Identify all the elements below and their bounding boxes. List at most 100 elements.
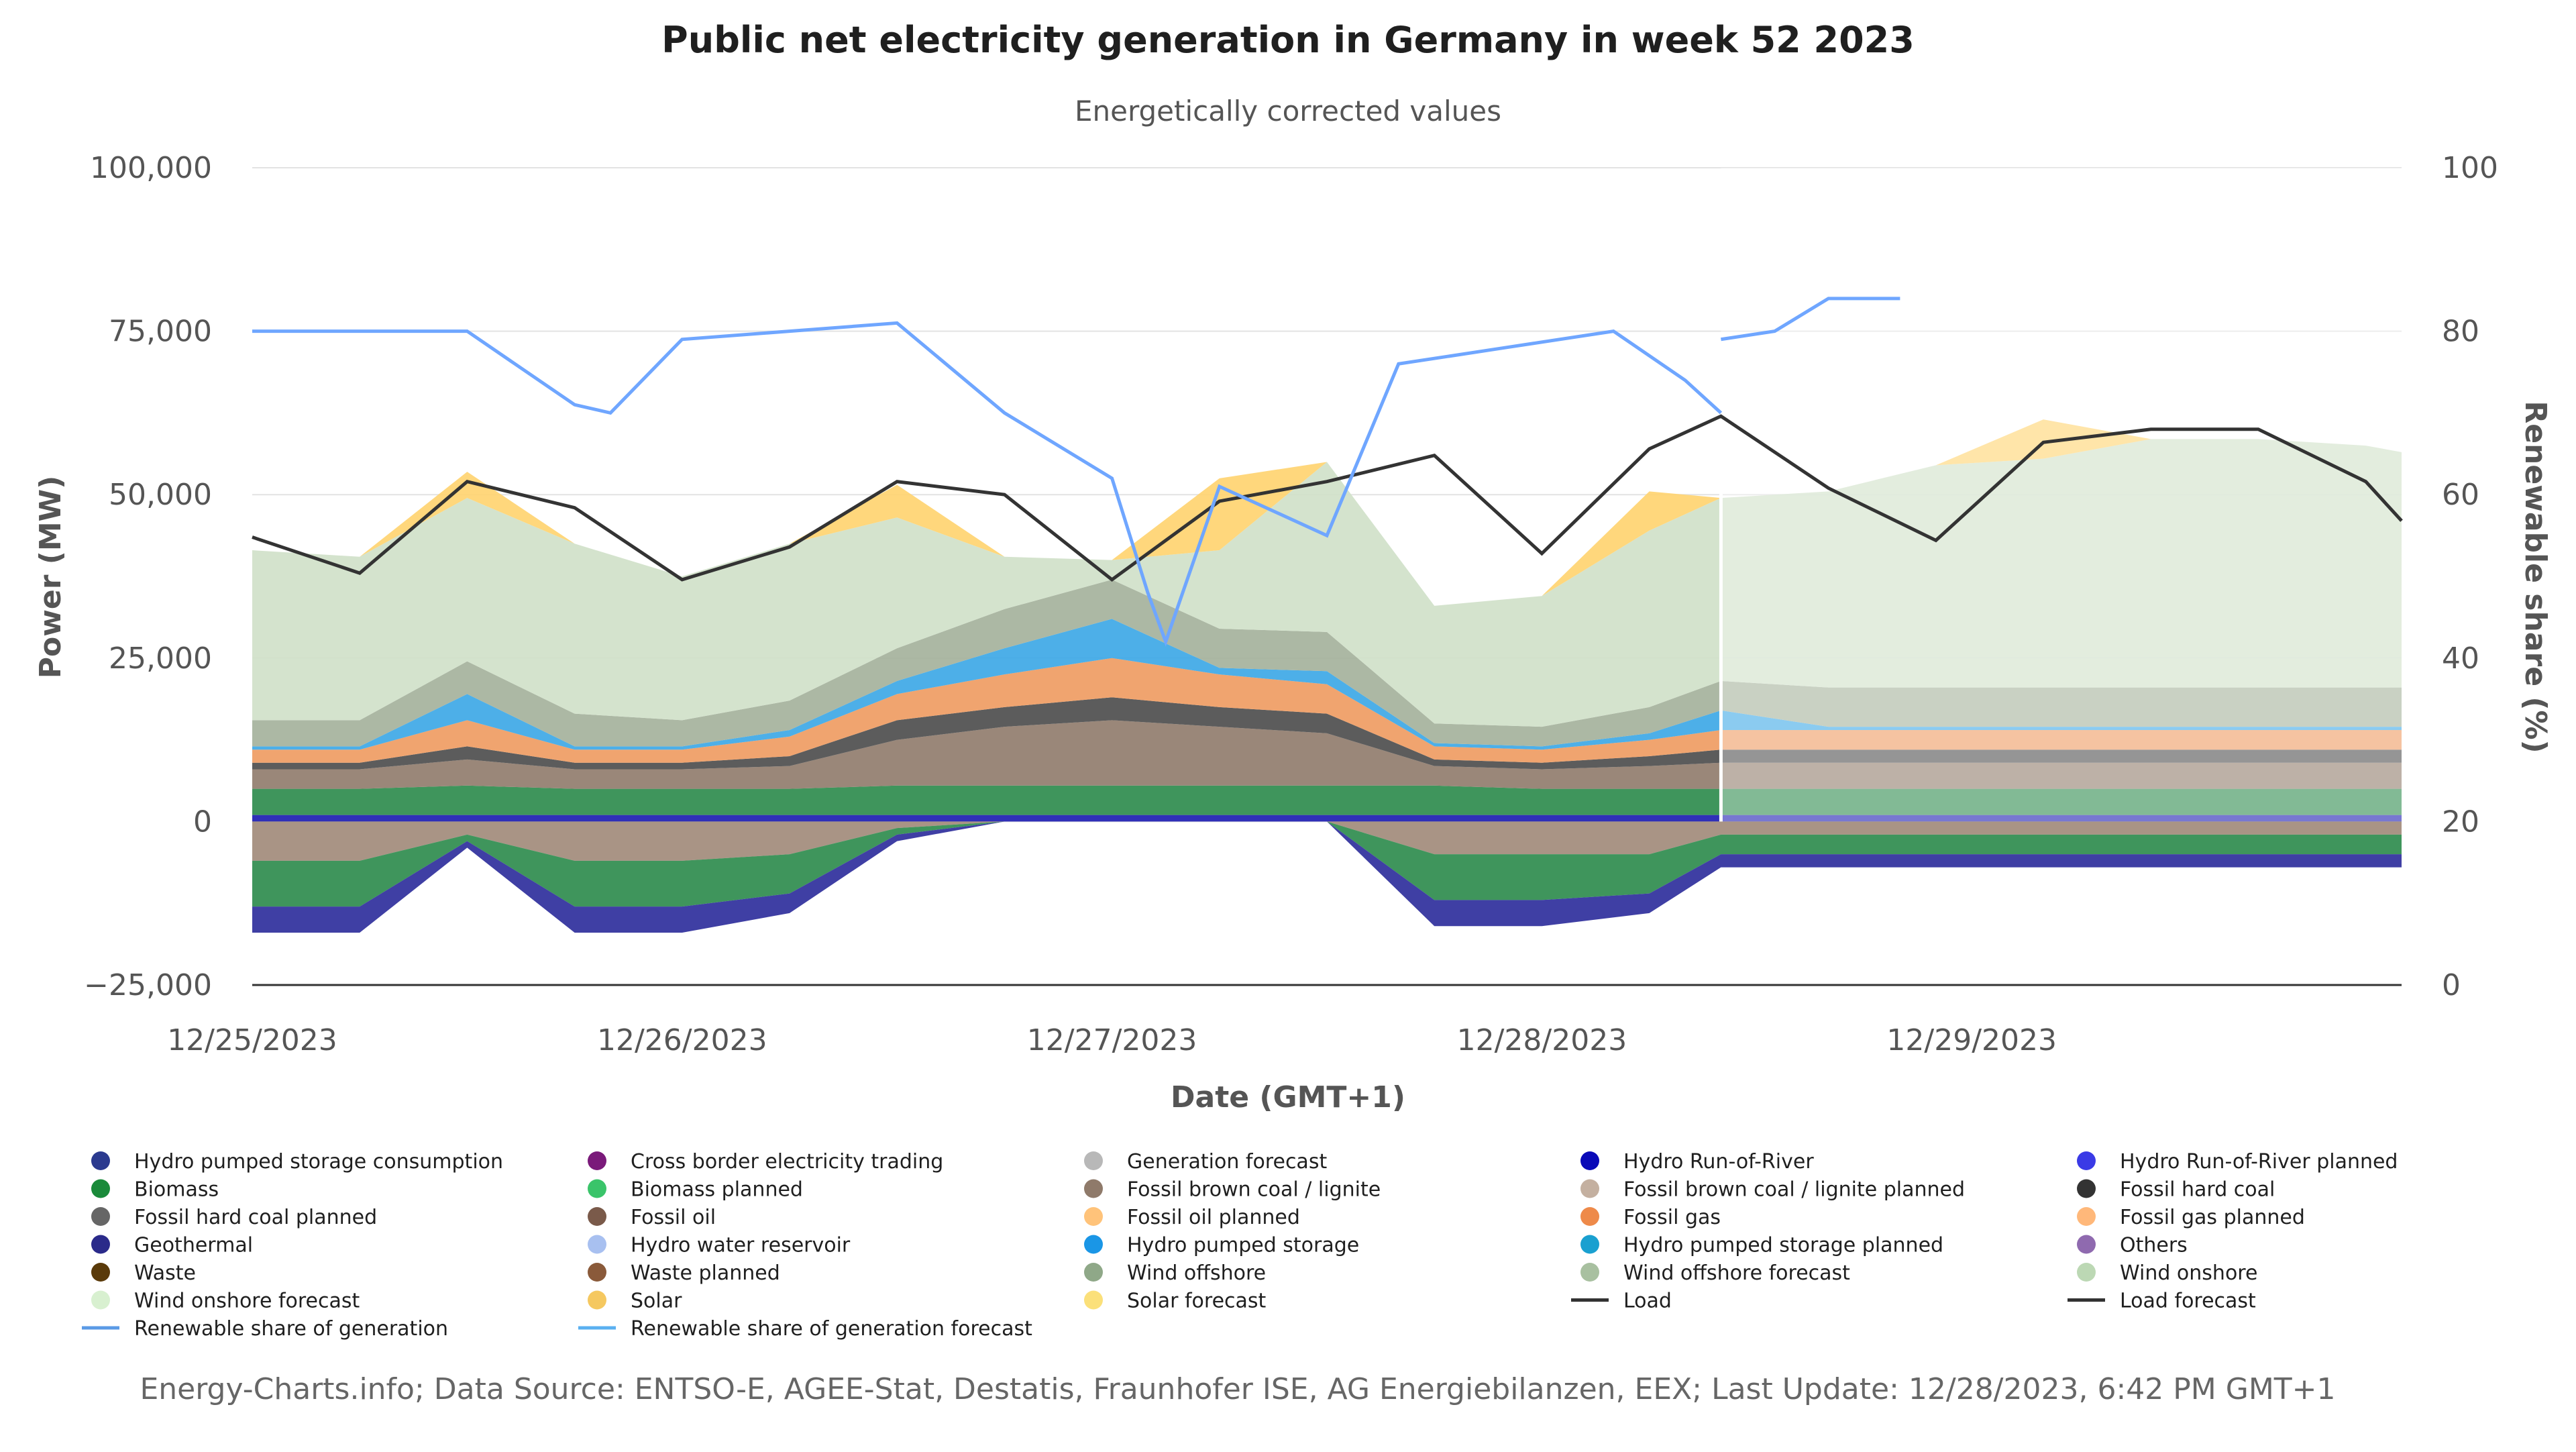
legend-item[interactable]: Generation forecast bbox=[1127, 1150, 1327, 1174]
legend-dot-symbol bbox=[1084, 1235, 1103, 1254]
legend-item[interactable]: Fossil oil bbox=[631, 1206, 716, 1229]
y-tick-label: 100,000 bbox=[90, 151, 212, 185]
legend-item[interactable]: Hydro Run-of-River bbox=[1623, 1150, 1814, 1174]
x-tick-label: 12/27/2023 bbox=[1027, 1023, 1197, 1057]
legend-dot-symbol bbox=[588, 1263, 606, 1282]
legend-dot-symbol bbox=[1084, 1207, 1103, 1226]
legend-dot-symbol bbox=[1580, 1207, 1599, 1226]
x-axis-title: Date (GMT+1) bbox=[1171, 1080, 1405, 1114]
legend-dot-symbol bbox=[91, 1207, 110, 1226]
legend-item[interactable]: Fossil gas bbox=[1623, 1206, 1721, 1229]
legend-dot-symbol bbox=[1084, 1263, 1103, 1282]
legend-dot-symbol bbox=[1084, 1290, 1103, 1310]
legend-dot-symbol bbox=[588, 1290, 606, 1310]
load-line bbox=[252, 414, 2403, 582]
legend-item[interactable]: Renewable share of generation forecast bbox=[631, 1317, 1032, 1341]
y2-tick-label: 100 bbox=[2442, 151, 2498, 185]
legend-dot-symbol bbox=[588, 1207, 606, 1226]
y-tick-label: 0 bbox=[193, 805, 212, 839]
legend-dot-symbol bbox=[588, 1179, 606, 1198]
y2-tick-label: 40 bbox=[2442, 641, 2479, 676]
legend-item[interactable]: Others bbox=[2120, 1234, 2188, 1257]
generation-area-7 bbox=[252, 439, 2402, 727]
legend-item[interactable]: Hydro pumped storage bbox=[1127, 1234, 1359, 1257]
legend-dot-symbol bbox=[91, 1290, 110, 1310]
legend-dot-symbol bbox=[1084, 1179, 1103, 1198]
y2-tick-label: 60 bbox=[2442, 478, 2479, 512]
legend-dot-symbol bbox=[2077, 1151, 2096, 1170]
x-tick-label: 12/26/2023 bbox=[597, 1023, 767, 1057]
consumption-area-0 bbox=[252, 821, 2402, 861]
series-lines bbox=[252, 297, 2403, 647]
legend-item[interactable]: Biomass bbox=[134, 1178, 219, 1202]
legend-dot-symbol bbox=[1580, 1263, 1599, 1282]
legend-dot-symbol bbox=[1084, 1151, 1103, 1170]
y-tick-label: 50,000 bbox=[109, 478, 212, 512]
consumption-area-2 bbox=[252, 821, 2402, 933]
legend-item[interactable]: Fossil hard coal bbox=[2120, 1178, 2275, 1202]
legend-item[interactable]: Solar forecast bbox=[1127, 1290, 1267, 1313]
y-axis-title: Power (MW) bbox=[34, 476, 68, 679]
legend-item[interactable]: Solar bbox=[631, 1290, 682, 1313]
generation-area-6 bbox=[252, 579, 2402, 747]
legend-dot-symbol bbox=[2077, 1179, 2096, 1198]
legend-item[interactable]: Wind offshore forecast bbox=[1623, 1261, 1850, 1285]
y-tick-label: 25,000 bbox=[109, 641, 212, 676]
renewable-share-line bbox=[252, 321, 1723, 647]
legend-dot-symbol bbox=[2077, 1263, 2096, 1282]
legend-item[interactable]: Cross border electricity trading bbox=[631, 1150, 943, 1174]
chart-subtitle: Energetically corrected values bbox=[1075, 95, 1501, 127]
legend-dot-symbol bbox=[1580, 1179, 1599, 1198]
legend-item[interactable]: Fossil brown coal / lignite planned bbox=[1623, 1178, 1965, 1202]
legend-item[interactable]: Waste bbox=[134, 1261, 196, 1285]
y-tick-label: 75,000 bbox=[109, 315, 212, 349]
y2-tick-label: 20 bbox=[2442, 805, 2479, 839]
generation-area-5 bbox=[252, 619, 2402, 750]
legend-dot-symbol bbox=[588, 1151, 606, 1170]
legend-dot-symbol bbox=[2077, 1207, 2096, 1226]
consumption-area-1 bbox=[252, 821, 2402, 907]
legend-item[interactable]: Wind offshore bbox=[1127, 1261, 1266, 1285]
renewable-share-forecast-line bbox=[1721, 297, 1900, 342]
legend-item[interactable]: Fossil oil planned bbox=[1127, 1206, 1300, 1229]
generation-area-3 bbox=[252, 697, 2402, 770]
y2-axis-title: Renewable share (%) bbox=[2518, 401, 2553, 753]
legend-dot-symbol bbox=[1580, 1235, 1599, 1254]
legend-item[interactable]: Fossil hard coal planned bbox=[134, 1206, 377, 1229]
legend-item[interactable]: Hydro pumped storage planned bbox=[1623, 1234, 1943, 1257]
legend-item[interactable]: Biomass planned bbox=[631, 1178, 803, 1202]
generation-area-2 bbox=[252, 720, 2402, 789]
footer-credits: Energy-Charts.info; Data Source: ENTSO-E… bbox=[140, 1372, 2335, 1406]
x-tick-label: 12/29/2023 bbox=[1886, 1023, 2057, 1057]
legend-item[interactable]: Hydro water reservoir bbox=[631, 1234, 851, 1257]
legend-item[interactable]: Wind onshore bbox=[2120, 1261, 2257, 1285]
legend-item[interactable]: Hydro Run-of-River planned bbox=[2120, 1150, 2398, 1174]
y2-tick-label: 80 bbox=[2442, 315, 2479, 349]
legend: Hydro pumped storage consumption Cross bo… bbox=[82, 1150, 2398, 1341]
legend-dot-symbol bbox=[1580, 1151, 1599, 1170]
generation-area-0 bbox=[252, 815, 2402, 822]
x-tick-label: 12/28/2023 bbox=[1457, 1023, 1627, 1057]
legend-dot-symbol bbox=[588, 1235, 606, 1254]
legend-item[interactable]: Renewable share of generation bbox=[134, 1317, 448, 1341]
legend-item[interactable]: Load bbox=[1623, 1290, 1672, 1313]
legend-dot-symbol bbox=[2077, 1235, 2096, 1254]
y-tick-label: −25,000 bbox=[84, 968, 212, 1002]
y2-tick-label: 0 bbox=[2442, 968, 2461, 1002]
legend-dot-symbol bbox=[91, 1179, 110, 1198]
legend-dot-symbol bbox=[91, 1263, 110, 1282]
axes: −25,000 0 25,000 50,000 75,000 100,000 0 20 40 60… bbox=[84, 151, 2498, 1057]
legend-item[interactable]: Fossil gas planned bbox=[2120, 1206, 2305, 1229]
legend-item[interactable]: Waste planned bbox=[631, 1261, 780, 1285]
legend-dot-symbol bbox=[91, 1151, 110, 1170]
legend-item[interactable]: Wind onshore forecast bbox=[134, 1290, 360, 1313]
generation-area-1 bbox=[252, 785, 2402, 815]
legend-item[interactable]: Fossil brown coal / lignite bbox=[1127, 1178, 1381, 1202]
legend-item[interactable]: Hydro pumped storage consumption bbox=[134, 1150, 503, 1174]
chart-title: Public net electricity generation in Ger… bbox=[661, 19, 1915, 61]
legend-item[interactable]: Load forecast bbox=[2120, 1290, 2256, 1313]
negative-areas bbox=[252, 821, 2402, 933]
legend-item[interactable]: Geothermal bbox=[134, 1234, 253, 1257]
